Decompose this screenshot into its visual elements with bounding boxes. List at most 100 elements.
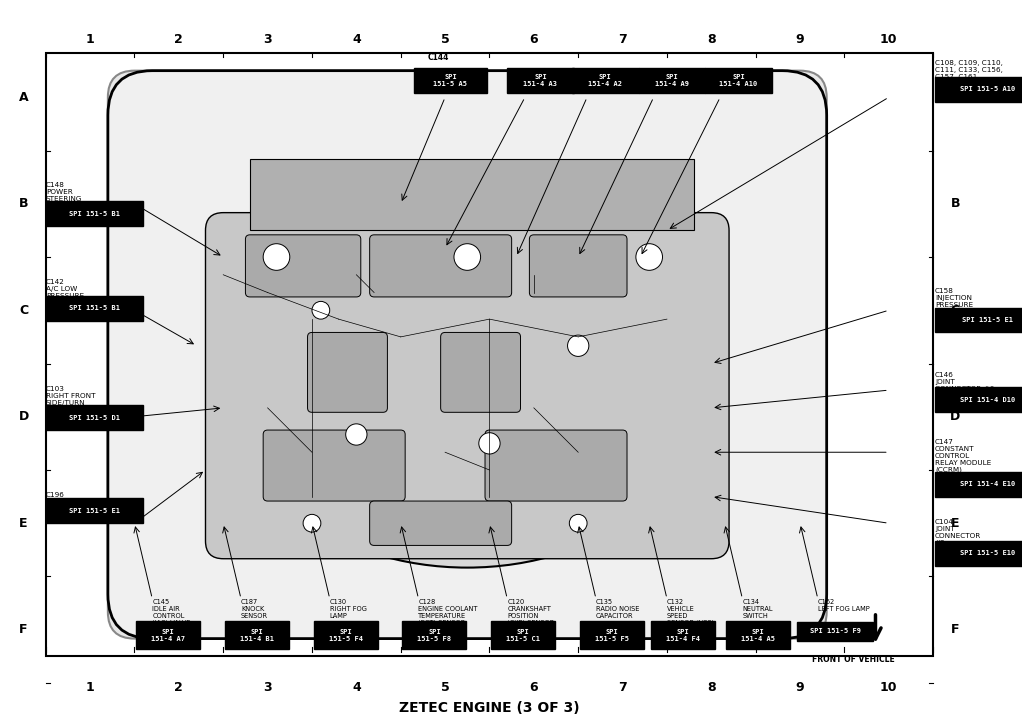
Text: C108, C109, C110,
C111, C133, C156,
C157, C161
BATTERY
JUNCTION BOX: C108, C109, C110, C111, C133, C156, C157… <box>935 60 1002 94</box>
FancyBboxPatch shape <box>370 235 512 297</box>
Text: SPI 151-4 E10: SPI 151-4 E10 <box>959 481 1015 487</box>
Text: C130
RIGHT FOG
LAMP: C130 RIGHT FOG LAMP <box>330 598 367 619</box>
Text: SPI
151-4 A2: SPI 151-4 A2 <box>588 74 623 87</box>
Text: 9: 9 <box>796 33 805 46</box>
Text: C104
JOINT
CONNECTOR
#2: C104 JOINT CONNECTOR #2 <box>935 519 981 546</box>
Circle shape <box>569 515 587 532</box>
FancyBboxPatch shape <box>108 71 826 638</box>
Text: 2: 2 <box>174 33 183 46</box>
Text: SPI 151-5 B1: SPI 151-5 B1 <box>69 305 120 311</box>
Text: E: E <box>951 517 959 530</box>
Text: C132
VEHICLE
SPEED
SENSOR (VSS): C132 VEHICLE SPEED SENSOR (VSS) <box>667 598 714 626</box>
Circle shape <box>263 244 290 270</box>
FancyBboxPatch shape <box>263 430 406 501</box>
Text: SPI
151-4 A10: SPI 151-4 A10 <box>719 74 758 87</box>
Text: C105: C105 <box>707 73 728 81</box>
FancyBboxPatch shape <box>440 332 520 412</box>
FancyBboxPatch shape <box>307 332 387 412</box>
Text: SPI
151-5 F5: SPI 151-5 F5 <box>595 629 629 641</box>
Text: C142
A/C LOW
PRESSURE
SWITCH: C142 A/C LOW PRESSURE SWITCH <box>46 279 84 306</box>
FancyBboxPatch shape <box>370 501 512 545</box>
Text: F: F <box>19 623 28 636</box>
Bar <box>572 68 639 93</box>
Text: SPI
151-4 A5: SPI 151-4 A5 <box>741 629 775 641</box>
Text: 7: 7 <box>618 33 627 46</box>
Text: C100: C100 <box>512 73 534 81</box>
Text: 1: 1 <box>86 33 94 46</box>
Text: SPI
151-5 F8: SPI 151-5 F8 <box>418 629 452 641</box>
Text: C103
RIGHT FRONT
SIDE/TURN
LAMP: C103 RIGHT FRONT SIDE/TURN LAMP <box>46 386 95 413</box>
Bar <box>46 405 143 430</box>
FancyBboxPatch shape <box>485 430 627 501</box>
Text: SPI
151-4 A7: SPI 151-4 A7 <box>152 629 185 641</box>
Text: B: B <box>950 197 961 210</box>
Text: SPI
151-4 A9: SPI 151-4 A9 <box>654 74 689 87</box>
Text: 4: 4 <box>352 33 360 46</box>
Text: C147
CONSTANT
CONTROL
RELAY MODULE
(CCRM): C147 CONSTANT CONTROL RELAY MODULE (CCRM… <box>935 439 991 473</box>
Text: 6: 6 <box>529 33 539 46</box>
Text: SPI 151-5 E1: SPI 151-5 E1 <box>962 317 1013 323</box>
Text: SPI 151-5 F9: SPI 151-5 F9 <box>810 629 860 635</box>
Text: FRONT OF VEHICLE: FRONT OF VEHICLE <box>812 654 895 664</box>
Bar <box>46 499 143 523</box>
Text: C146
JOINT
CONNECTOR #6
G146: C146 JOINT CONNECTOR #6 G146 <box>935 372 994 399</box>
Text: 3: 3 <box>263 681 272 694</box>
Bar <box>46 53 933 656</box>
Bar <box>136 621 200 649</box>
Text: 5: 5 <box>440 681 450 694</box>
Bar <box>935 472 1024 497</box>
Text: SPI 151-5 E1: SPI 151-5 E1 <box>69 507 120 514</box>
Text: C187
KNOCK
SENSOR: C187 KNOCK SENSOR <box>241 598 268 619</box>
Text: A: A <box>950 91 961 104</box>
Text: C120
CRANKSHAFT
POSITION
(CKP) SENSOR: C120 CRANKSHAFT POSITION (CKP) SENSOR <box>507 598 555 626</box>
Bar <box>639 68 706 93</box>
Text: SPI 151-5 D1: SPI 151-5 D1 <box>69 414 120 421</box>
Bar <box>935 387 1024 412</box>
Text: D: D <box>950 410 961 423</box>
Bar <box>46 296 143 321</box>
Text: 5: 5 <box>440 33 450 46</box>
Text: SPI 151-5 B1: SPI 151-5 B1 <box>69 211 120 217</box>
Circle shape <box>346 424 367 445</box>
Text: 10: 10 <box>880 33 898 46</box>
Text: SPI 151-4 D10: SPI 151-4 D10 <box>959 397 1015 403</box>
Text: 9: 9 <box>796 681 805 694</box>
Bar <box>580 621 644 649</box>
Circle shape <box>479 433 500 454</box>
Text: 2: 2 <box>174 681 183 694</box>
Text: SPI 151-5 A10: SPI 151-5 A10 <box>959 87 1015 92</box>
Bar <box>492 621 555 649</box>
Text: SPI
151-4 B1: SPI 151-4 B1 <box>240 629 274 641</box>
Text: 10: 10 <box>880 681 898 694</box>
FancyBboxPatch shape <box>246 235 360 297</box>
Text: C144: C144 <box>427 53 449 62</box>
Text: C134
NEUTRAL
SWITCH: C134 NEUTRAL SWITCH <box>742 598 773 619</box>
Text: 7: 7 <box>618 681 627 694</box>
Text: 6: 6 <box>529 681 539 694</box>
Text: C101: C101 <box>577 73 598 81</box>
Text: A: A <box>18 91 29 104</box>
Text: 8: 8 <box>707 681 716 694</box>
Text: C: C <box>950 304 959 317</box>
Bar <box>706 68 772 93</box>
Circle shape <box>567 335 589 356</box>
Bar <box>250 159 693 230</box>
Bar <box>798 622 872 641</box>
Bar <box>935 308 1024 332</box>
Text: 4: 4 <box>352 681 360 694</box>
Text: F: F <box>951 623 959 636</box>
Text: SPI
151-5 F4: SPI 151-5 F4 <box>329 629 362 641</box>
Text: SPI
151-4 A3: SPI 151-4 A3 <box>523 74 557 87</box>
Text: C135
RADIO NOISE
CAPACITOR: C135 RADIO NOISE CAPACITOR <box>596 598 639 619</box>
FancyBboxPatch shape <box>529 235 627 297</box>
Text: B: B <box>18 197 29 210</box>
Bar <box>313 621 378 649</box>
Text: 3: 3 <box>263 33 272 46</box>
Circle shape <box>636 244 663 270</box>
Bar <box>726 621 791 649</box>
Text: SPI
151-4 F4: SPI 151-4 F4 <box>666 629 700 641</box>
Text: SPI 151-5 E10: SPI 151-5 E10 <box>959 550 1015 556</box>
FancyBboxPatch shape <box>108 71 826 638</box>
Text: C: C <box>19 304 28 317</box>
Text: SPI
151-5 A5: SPI 151-5 A5 <box>433 74 467 87</box>
